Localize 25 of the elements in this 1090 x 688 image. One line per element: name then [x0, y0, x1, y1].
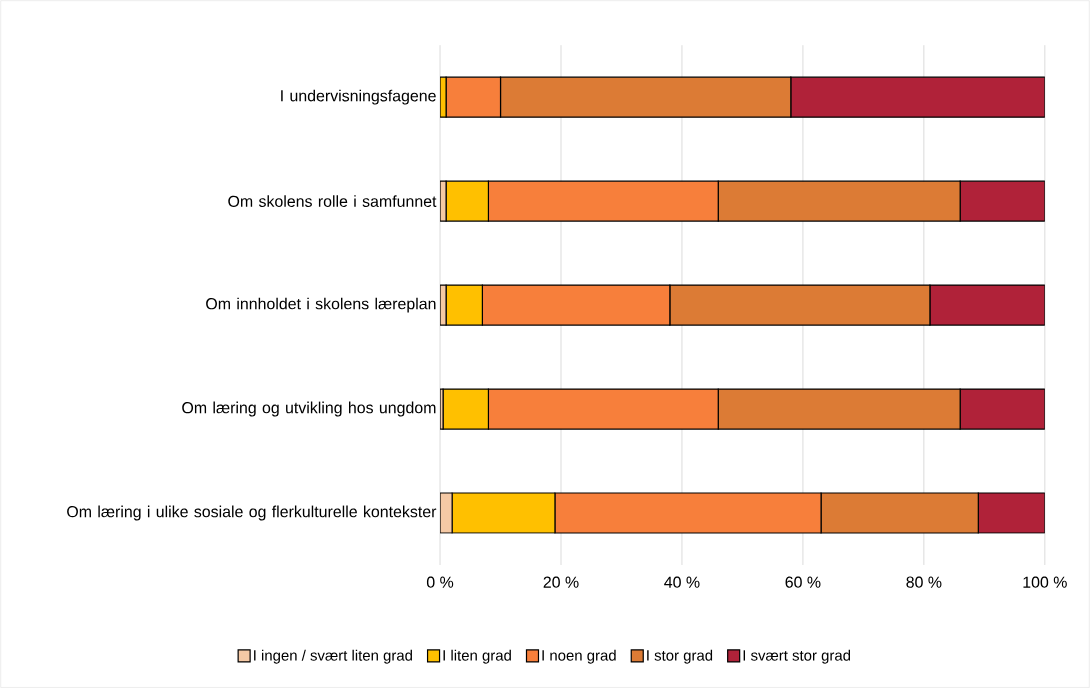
- legend-label: I ingen / svært liten grad: [254, 649, 412, 664]
- bar: [790, 76, 1045, 118]
- legend-label: I stor grad: [647, 649, 713, 664]
- x-tick-label: 20 %: [543, 576, 579, 588]
- y-tick-label: Om innholdet i skolens læreplan: [206, 297, 436, 313]
- x-tick-label: 0 %: [426, 576, 454, 588]
- bar: [959, 388, 1045, 430]
- x-tick-label: 60 %: [785, 576, 821, 588]
- legend-label: I liten grad: [443, 649, 511, 664]
- y-tick-label: Om læring i ulike sosiale og flerkulturelle kontekster: [67, 505, 437, 521]
- bar: [929, 284, 1045, 326]
- legend-label: I noen grad: [542, 649, 616, 664]
- bar: [445, 180, 490, 222]
- bar: [959, 180, 1045, 222]
- x-tick-label: 100 %: [1023, 576, 1067, 588]
- y-tick-label: I undervisningsfagene: [281, 89, 436, 105]
- bar: [451, 492, 556, 534]
- x-tick-label: 40 %: [664, 576, 700, 588]
- x-tick-label: 80 %: [906, 576, 942, 588]
- legend-label: I svært stor grad: [743, 649, 851, 664]
- y-tick-label: Om skolens rolle i samfunnet: [228, 195, 437, 207]
- bar: [977, 492, 1045, 534]
- bar: [445, 284, 483, 326]
- y-tick-label: Om læring og utvikling hos ungdom: [182, 401, 436, 417]
- bar: [442, 388, 490, 430]
